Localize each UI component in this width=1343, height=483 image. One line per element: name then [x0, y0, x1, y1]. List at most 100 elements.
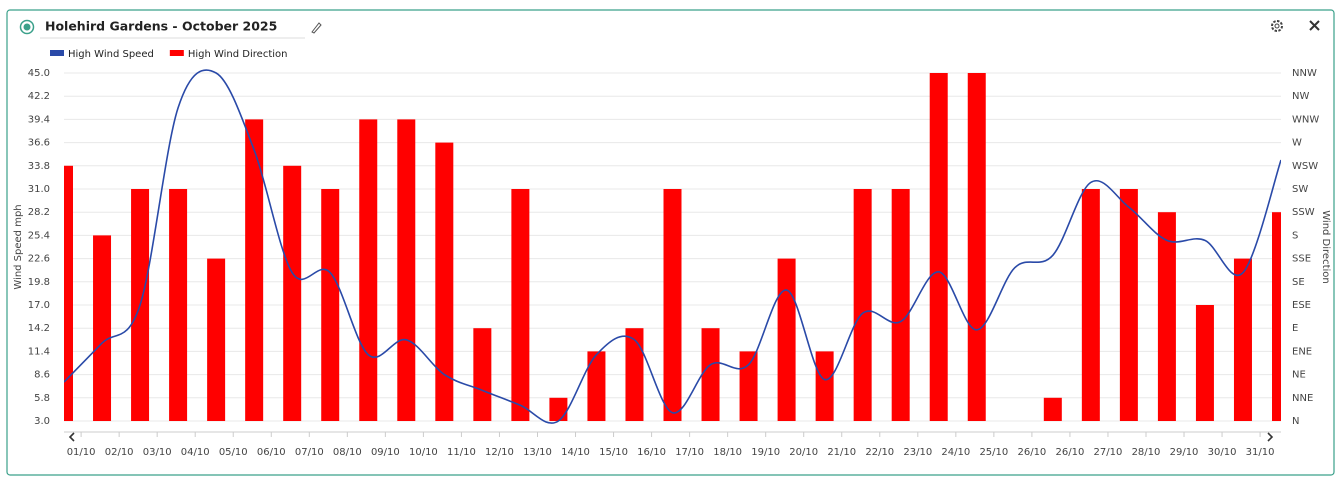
- x-tick-label: 18/10: [713, 447, 742, 458]
- x-tick-label: 12/10: [485, 447, 514, 458]
- y-tick-label: 14.2: [28, 323, 50, 334]
- x-tick-label: 04/10: [181, 447, 210, 458]
- bar: [359, 119, 378, 422]
- x-tick-label: 15/10: [599, 447, 628, 458]
- x-tick-label: 26/10: [1017, 447, 1046, 458]
- bar: [701, 328, 720, 421]
- bar: [435, 142, 454, 421]
- x-tick-label: 21/10: [827, 447, 856, 458]
- bar: [549, 397, 568, 421]
- bar: [1157, 212, 1176, 421]
- bar: [1272, 212, 1281, 421]
- y-axis-title: Wind Speed mph: [13, 204, 24, 289]
- legend-label: High Wind Direction: [188, 49, 288, 60]
- x-tick-label: 06/10: [257, 447, 286, 458]
- x-tick-label: 22/10: [865, 447, 894, 458]
- y2-tick-label: S: [1292, 230, 1298, 241]
- y2-tick-label: SSW: [1292, 207, 1315, 218]
- x-tick-label: 25/10: [979, 447, 1008, 458]
- bar: [1195, 305, 1214, 421]
- x-tick-label: 30/10: [1208, 447, 1237, 458]
- y2-tick-label: NW: [1292, 91, 1309, 102]
- x-tick-label: 28/10: [1132, 447, 1161, 458]
- scroll-left[interactable]: [68, 432, 75, 442]
- bar: [967, 73, 986, 421]
- bar: [929, 73, 948, 421]
- radio-dot: [23, 23, 31, 31]
- x-tick-label: 24/10: [941, 447, 970, 458]
- x-tick-label: 10/10: [409, 447, 438, 458]
- bar: [625, 328, 644, 421]
- bar: [1081, 189, 1100, 421]
- x-tick-label: 03/10: [143, 447, 172, 458]
- y-tick-label: 19.8: [28, 277, 50, 288]
- y2-tick-label: ENE: [1292, 346, 1312, 357]
- x-tick-label: 07/10: [295, 447, 324, 458]
- bar: [169, 189, 188, 421]
- bar: [739, 351, 758, 421]
- x-tick-label: 17/10: [675, 447, 704, 458]
- bar: [64, 165, 73, 421]
- widget-title: Holehird Gardens - October 2025: [45, 19, 277, 34]
- bar: [1119, 189, 1138, 421]
- x-tick-label: 31/10: [1246, 447, 1275, 458]
- y-tick-label: 33.8: [28, 161, 50, 172]
- bar: [853, 189, 872, 421]
- y-tick-label: 3.0: [34, 416, 50, 427]
- y-tick-label: 31.0: [28, 184, 50, 195]
- y-tick-label: 42.2: [28, 91, 50, 102]
- bar: [93, 235, 112, 421]
- bar: [283, 165, 302, 421]
- bar: [587, 351, 606, 421]
- x-tick-label: 19/10: [751, 447, 780, 458]
- x-tick-label: 23/10: [903, 447, 932, 458]
- bar: [1233, 258, 1252, 421]
- edit-icon[interactable]: [311, 22, 322, 34]
- bar: [815, 351, 834, 421]
- scroll-right[interactable]: [1267, 432, 1274, 442]
- line: [64, 69, 1281, 424]
- y2-tick-label: SE: [1292, 277, 1305, 288]
- y-tick-label: 36.6: [28, 138, 50, 149]
- bar: [777, 258, 796, 421]
- y2-tick-label: WNW: [1292, 114, 1319, 125]
- bar: [321, 189, 340, 421]
- y2-tick-label: W: [1292, 138, 1302, 149]
- x-tick-label: 16/10: [637, 447, 666, 458]
- x-tick-label: 20/10: [789, 447, 818, 458]
- x-tick-label: 27/10: [1094, 447, 1123, 458]
- x-tick-label: 02/10: [105, 447, 134, 458]
- bar: [245, 119, 264, 422]
- y-tick-label: 25.4: [28, 230, 50, 241]
- x-tick-label: 11/10: [447, 447, 476, 458]
- y2-tick-label: WSW: [1292, 161, 1318, 172]
- settings-icon[interactable]: [1271, 20, 1283, 32]
- legend-swatch: [169, 50, 184, 56]
- legend-swatch: [50, 50, 64, 56]
- y-tick-label: 8.6: [34, 370, 50, 381]
- x-tick-label: 05/10: [219, 447, 248, 458]
- y-tick-label: 22.6: [28, 254, 50, 265]
- x-tick-label: 26/10: [1056, 447, 1085, 458]
- y2-tick-label: ESE: [1292, 300, 1311, 311]
- bar: [473, 328, 492, 421]
- y2-tick-label: E: [1292, 323, 1298, 334]
- legend-label: High Wind Speed: [68, 49, 154, 60]
- y-tick-label: 11.4: [28, 346, 50, 357]
- bar: [891, 189, 910, 421]
- radio-icon[interactable]: [19, 19, 35, 35]
- close-icon[interactable]: [1309, 20, 1320, 31]
- bar: [511, 189, 530, 421]
- bar: [1043, 397, 1062, 421]
- x-tick-label: 09/10: [371, 447, 400, 458]
- x-tick-label: 08/10: [333, 447, 362, 458]
- y2-tick-label: SSE: [1292, 254, 1311, 265]
- y2-axis-title: Wind Direction: [1320, 210, 1331, 284]
- x-tick-label: 14/10: [561, 447, 590, 458]
- x-tick-label: 01/10: [67, 447, 96, 458]
- bar: [207, 258, 226, 421]
- y2-tick-label: NNE: [1292, 393, 1313, 404]
- y2-tick-label: N: [1292, 416, 1299, 427]
